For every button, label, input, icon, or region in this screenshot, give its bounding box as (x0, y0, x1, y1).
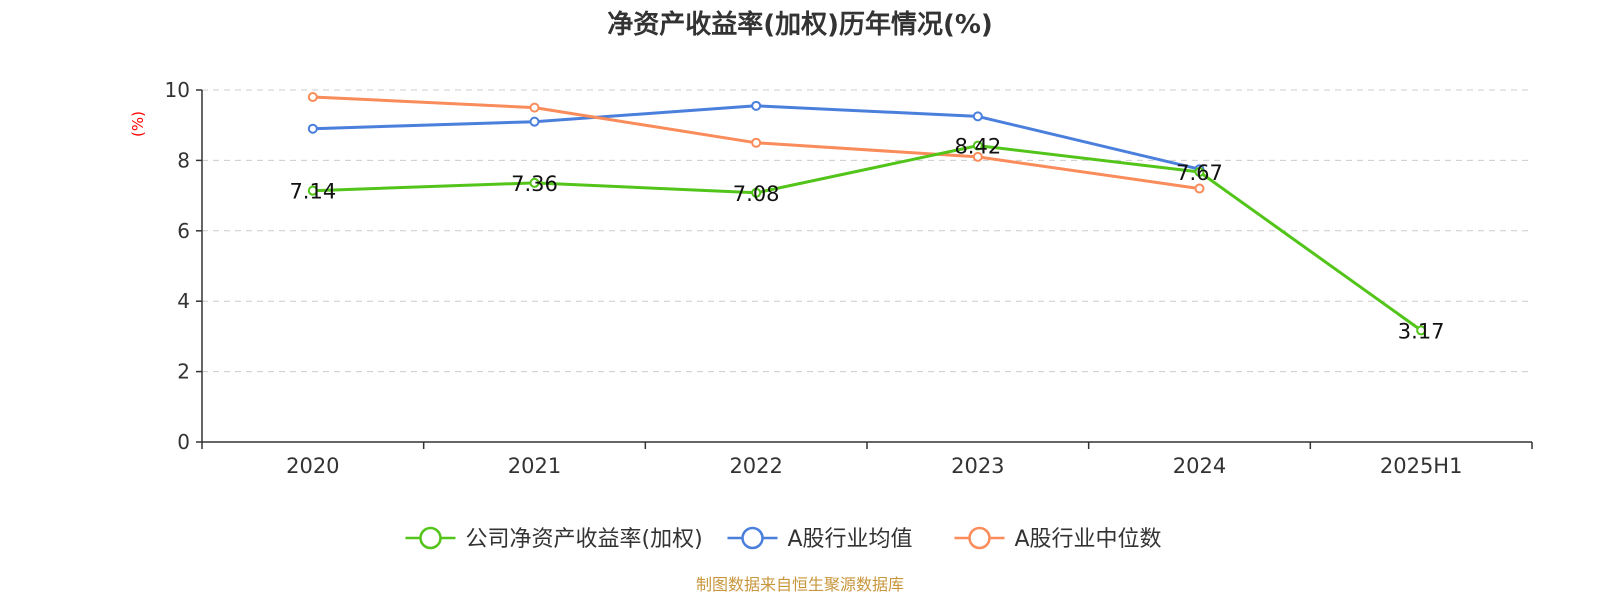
series-line-1 (312, 104, 1200, 171)
source-note: 制图数据来自恒生聚源数据库 (696, 575, 904, 594)
y-tick-label: 2 (177, 360, 190, 384)
legend-label: A股行业中位数 (1015, 527, 1162, 552)
legend-label: 公司净资产收益率(加权) (466, 527, 703, 552)
data-point[interactable] (1194, 167, 1205, 178)
data-point[interactable] (529, 177, 540, 188)
y-tick-label: 0 (177, 430, 190, 454)
legend-marker (968, 526, 991, 550)
legend-label: A股行业均值 (788, 527, 913, 552)
legend-item-1[interactable]: A股行业均值 (727, 526, 913, 552)
data-point[interactable] (972, 111, 983, 122)
legend[interactable]: 公司净资产收益率(加权) A股行业均值 A股行业中位数 (405, 526, 1162, 552)
x-tick-label: 2023 (951, 454, 1004, 478)
data-point[interactable] (1194, 183, 1205, 194)
legend-item-0[interactable]: 公司净资产收益率(加权) (405, 526, 703, 552)
data-point[interactable] (751, 187, 762, 198)
data-label: 7.36 (511, 172, 558, 196)
y-tick-label: 8 (177, 148, 190, 172)
y-tick-label: 6 (177, 219, 190, 243)
x-tick-label: 2024 (1173, 454, 1226, 478)
x-tick-label: 2025H1 (1380, 454, 1463, 478)
x-tick-label: 2022 (729, 454, 782, 478)
data-label: 7.67 (1176, 161, 1223, 185)
label-layer: 7.14 7.36 7.08 8.42 7.67 3.17 (289, 135, 1444, 344)
series-layer (307, 92, 1427, 336)
data-label: 3.17 (1398, 319, 1445, 343)
data-point[interactable] (1416, 325, 1427, 336)
data-point[interactable] (529, 102, 540, 113)
data-label: 7.14 (289, 180, 336, 204)
y-tick-label: 10 (165, 78, 190, 102)
chart-title: 净资产收益率(加权)历年情况(%) (607, 9, 993, 40)
data-point[interactable] (307, 185, 318, 196)
data-point[interactable] (751, 100, 762, 111)
series-line-0 (312, 144, 1423, 332)
data-point[interactable] (307, 92, 318, 103)
y-tick-label: 4 (177, 289, 190, 313)
data-point[interactable] (307, 123, 318, 134)
y-axis-label: (%) (129, 111, 147, 137)
legend-marker (741, 526, 764, 550)
legend-marker (419, 526, 442, 550)
data-point[interactable] (972, 140, 983, 151)
data-label: 7.08 (733, 182, 780, 206)
data-point[interactable] (972, 151, 983, 162)
legend-item-2[interactable]: A股行业中位数 (954, 526, 1162, 552)
axis-layer: 0 2 4 6 8 10 2020 2021 2022 2023 2024 2025H1 (165, 78, 1533, 478)
grid-layer (202, 89, 1532, 373)
x-tick-label: 2021 (508, 454, 561, 478)
data-point[interactable] (751, 137, 762, 148)
data-label: 8.42 (954, 135, 1001, 159)
x-tick-label: 2020 (286, 454, 339, 478)
data-point[interactable] (529, 116, 540, 127)
